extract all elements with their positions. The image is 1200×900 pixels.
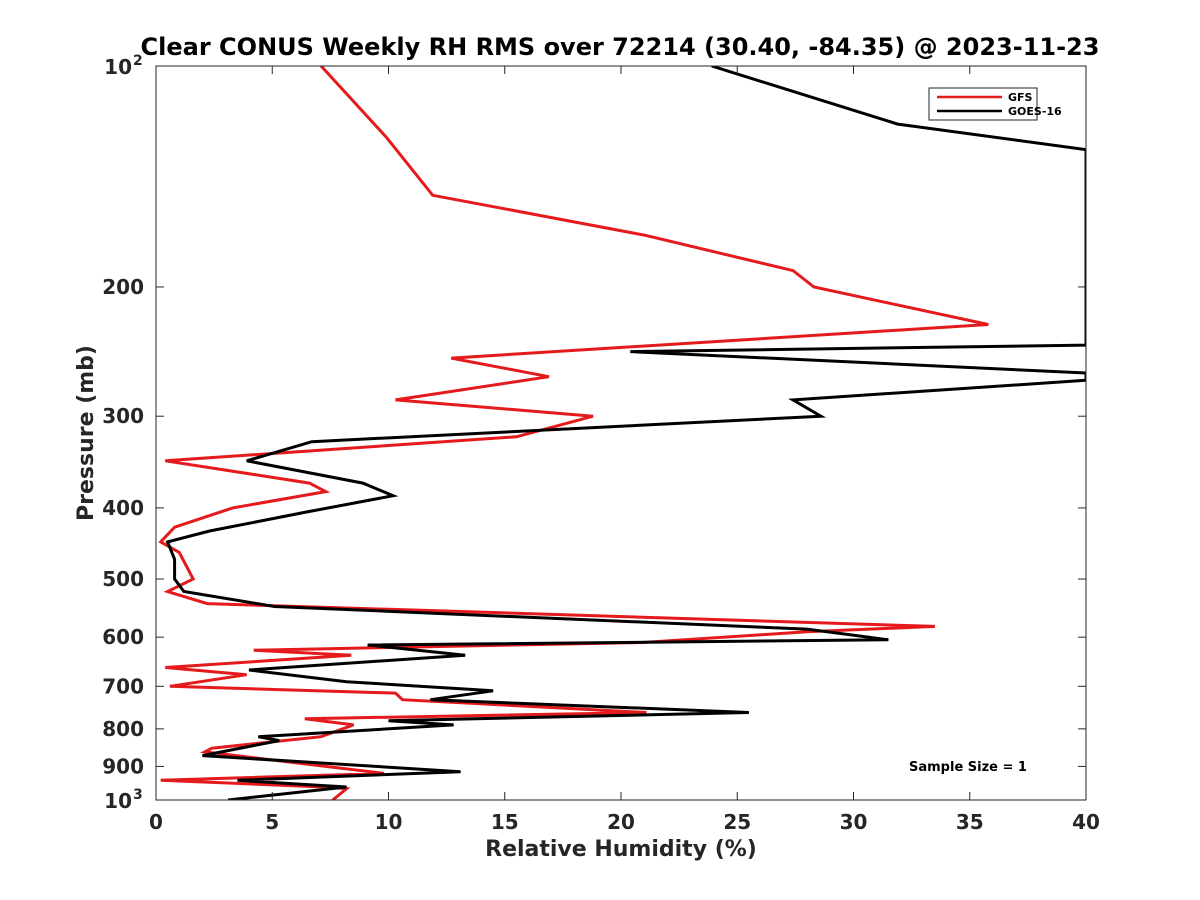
x-tick-label: 35	[956, 810, 984, 834]
y-tick-label: 900	[102, 754, 144, 778]
x-tick-label: 30	[840, 810, 868, 834]
x-axis-label: Relative Humidity (%)	[485, 837, 757, 862]
y-tick-label: 800	[102, 717, 144, 741]
x-tick-label: 0	[149, 810, 163, 834]
y-tick-label-exponent: 2	[133, 53, 143, 69]
y-tick-label: 500	[102, 567, 144, 591]
y-tick-label: 600	[102, 625, 144, 649]
y-tick-label: 400	[102, 496, 144, 520]
x-tick-label: 5	[265, 810, 279, 834]
x-tick-label: 20	[607, 810, 635, 834]
legend-label-gfs: GFS	[1008, 91, 1033, 104]
x-tick-label: 15	[491, 810, 519, 834]
series-line-goes16	[165, 66, 1086, 800]
y-tick-label: 200	[102, 275, 144, 299]
x-tick-label: 40	[1072, 810, 1100, 834]
sample-size-annotation: Sample Size = 1	[909, 760, 1027, 775]
series-line-gfs	[158, 66, 989, 800]
legend-box	[928, 87, 1038, 121]
x-axis: 0 5 10 15 20 25 30 35 40	[149, 66, 1100, 834]
y-tick-label: 10	[104, 789, 132, 813]
x-tick-label: 25	[723, 810, 751, 834]
y-tick-label: 700	[102, 674, 144, 698]
plot-area	[155, 65, 1087, 801]
chart-title: Clear CONUS Weekly RH RMS over 72214 (30…	[141, 33, 1100, 61]
y-tick-label: 10	[104, 55, 132, 79]
x-tick-label: 10	[375, 810, 403, 834]
y-tick-label: 300	[102, 404, 144, 428]
y-tick-label-exponent: 3	[133, 787, 143, 803]
y-axis-label: Pressure (mb)	[74, 345, 99, 521]
legend-label-goes16: GOES-16	[1008, 105, 1062, 118]
legend: GFS GOES-16	[928, 87, 1062, 121]
